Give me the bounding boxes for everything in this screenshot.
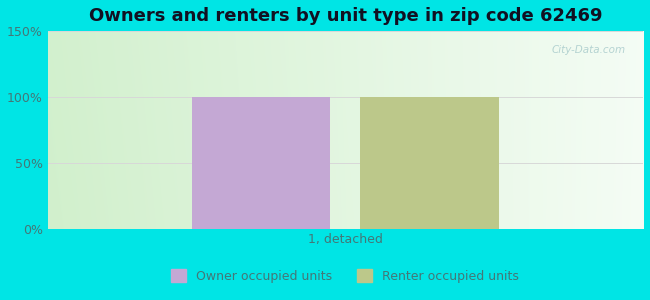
Legend: Owner occupied units, Renter occupied units: Owner occupied units, Renter occupied un…	[166, 265, 525, 288]
Title: Owners and renters by unit type in zip code 62469: Owners and renters by unit type in zip c…	[88, 7, 602, 25]
Bar	[192, 97, 330, 229]
Bar	[360, 97, 499, 229]
Text: City-Data.com: City-Data.com	[551, 44, 625, 55]
